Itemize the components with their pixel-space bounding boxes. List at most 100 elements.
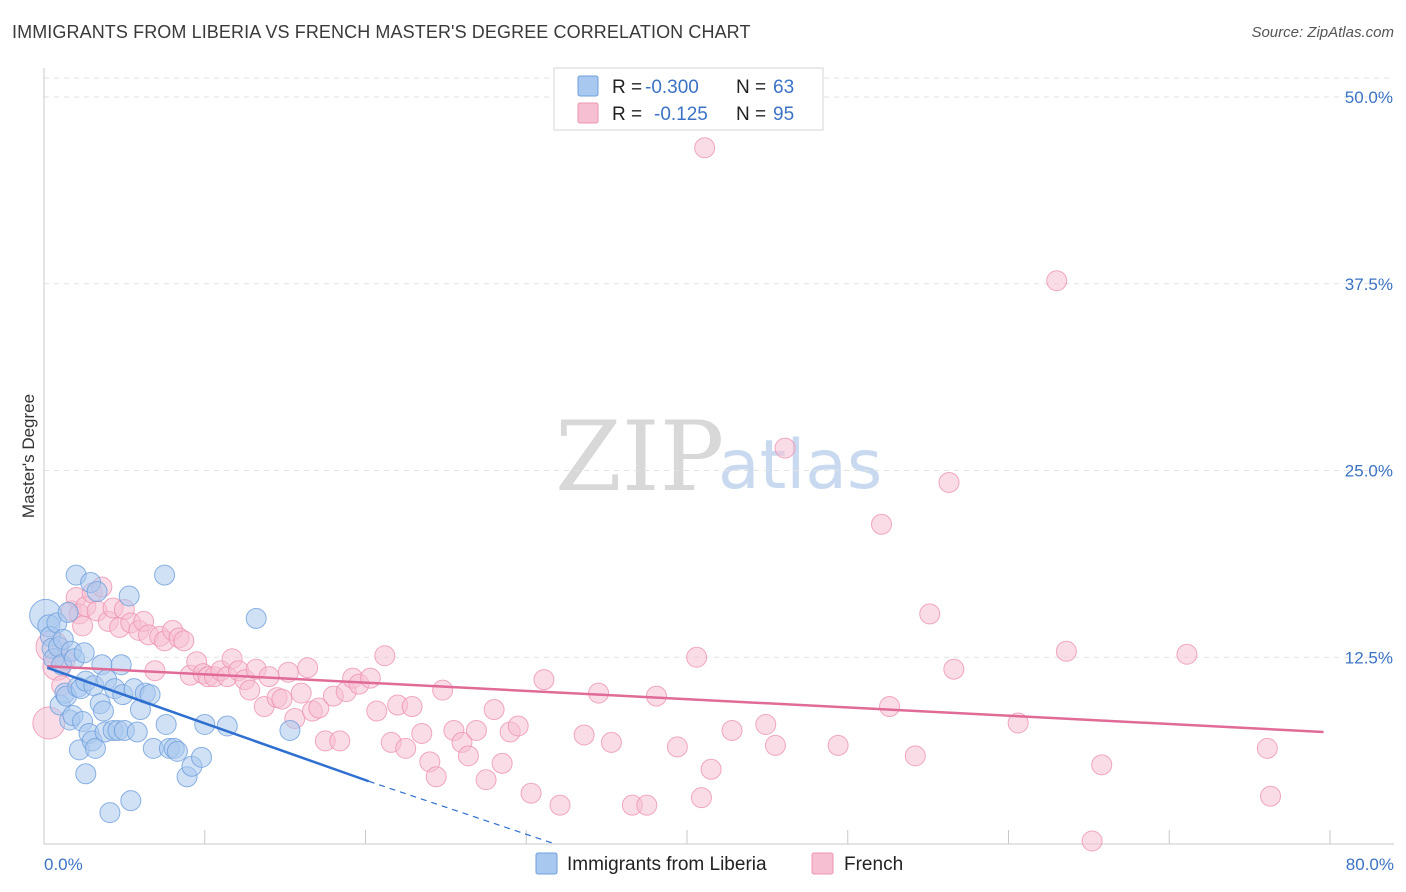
french-point <box>533 669 555 691</box>
french-point <box>755 713 777 735</box>
liberia-point <box>118 585 140 607</box>
y-tick-label: 25.0% <box>1345 462 1393 481</box>
french-point <box>239 679 261 701</box>
french-point <box>1046 270 1068 292</box>
y-tick-label: 12.5% <box>1345 648 1393 667</box>
gridlines <box>44 77 1394 658</box>
french-point <box>694 137 716 159</box>
legend-swatch-french <box>577 102 599 124</box>
french-point <box>366 700 388 722</box>
french-point <box>904 745 926 767</box>
french-point <box>1260 785 1282 807</box>
french-point <box>395 737 417 759</box>
liberia-point <box>126 721 148 743</box>
french-point <box>1081 830 1103 852</box>
french-point <box>432 679 454 701</box>
legend-r-label-french: R = <box>612 104 642 125</box>
french-point <box>1256 737 1278 759</box>
x-tick-label-min: 0.0% <box>44 855 83 874</box>
legend-swatch-liberia <box>577 75 599 97</box>
series-legend-label-liberia: Immigrants from Liberia <box>567 854 767 875</box>
french-trend-line <box>47 664 1324 734</box>
liberia-point <box>57 601 79 623</box>
liberia-points <box>29 564 301 824</box>
french-point <box>690 787 712 809</box>
french-point <box>290 682 312 704</box>
french-point <box>943 658 965 680</box>
legend-n-value-liberia: 63 <box>773 77 794 98</box>
y-axis-title: Master's Degree <box>19 394 38 518</box>
watermark: ZIP atlas <box>555 401 882 513</box>
french-point <box>879 696 901 718</box>
french-point <box>1055 640 1077 662</box>
liberia-point <box>166 740 188 762</box>
liberia-point <box>191 746 213 768</box>
liberia-point <box>155 713 177 735</box>
french-point <box>271 688 293 710</box>
y-tick-labels: 12.5% 25.0% 37.5% 50.0% <box>1345 88 1393 667</box>
liberia-point <box>99 802 121 824</box>
french-point <box>475 769 497 791</box>
french-point <box>425 766 447 788</box>
series-legend-swatch-french <box>811 852 834 875</box>
french-point <box>308 697 330 719</box>
french-point <box>573 724 595 746</box>
french-point <box>329 730 351 752</box>
french-point <box>507 715 529 737</box>
french-point <box>827 734 849 756</box>
french-point <box>1007 712 1029 734</box>
y-tick-label: 50.0% <box>1345 88 1393 107</box>
legend-r-label-liberia: R = <box>612 77 642 98</box>
series-legend: Immigrants from Liberia French <box>535 852 903 875</box>
trend-lines <box>46 664 1324 845</box>
french-point <box>465 719 487 741</box>
legend-r-value-liberia: -0.300 <box>645 77 699 98</box>
french-point <box>919 603 941 625</box>
legend-n-label-liberia: N = <box>736 77 766 98</box>
french-point <box>457 745 479 767</box>
liberia-point <box>84 737 106 759</box>
french-point <box>938 471 960 493</box>
liberia-trend-line <box>46 666 370 783</box>
liberia-point <box>86 581 108 603</box>
french-point <box>700 758 722 780</box>
liberia-point <box>110 654 132 676</box>
french-point <box>549 794 571 816</box>
chart-title: IMMIGRANTS FROM LIBERIA VS FRENCH MASTER… <box>12 22 751 42</box>
watermark-zip: ZIP <box>555 401 724 513</box>
french-point <box>666 736 688 758</box>
legend-r-value-french: -0.125 <box>654 104 708 125</box>
french-point <box>520 782 542 804</box>
x-ticks <box>43 830 1331 844</box>
x-tick-label-max: 80.0% <box>1346 855 1394 874</box>
series-legend-swatch-liberia <box>535 852 558 875</box>
stats-legend: R = -0.300 N = 63 R = -0.125 N = 95 <box>553 67 824 131</box>
y-tick-label: 37.5% <box>1345 275 1393 294</box>
series-legend-label-french: French <box>844 854 903 875</box>
french-point <box>359 667 381 689</box>
stats-legend-box <box>553 67 824 131</box>
french-point <box>600 731 622 753</box>
french-point <box>636 794 658 816</box>
french-point <box>774 437 796 459</box>
liberia-point <box>154 564 176 586</box>
liberia-point <box>279 719 301 741</box>
liberia-point <box>75 763 97 785</box>
french-point <box>764 734 786 756</box>
french-point <box>297 657 319 679</box>
french-point <box>173 630 195 652</box>
french-point <box>871 513 893 535</box>
liberia-point <box>120 790 142 812</box>
french-point <box>491 752 513 774</box>
french-point <box>1176 643 1198 665</box>
liberia-point <box>92 700 114 722</box>
french-point <box>483 699 505 721</box>
watermark-atlas: atlas <box>718 426 882 505</box>
legend-n-label-french: N = <box>736 104 766 125</box>
liberia-point <box>216 715 238 737</box>
french-point <box>374 645 396 667</box>
liberia-point <box>73 642 95 664</box>
legend-n-value-french: 95 <box>773 104 794 125</box>
french-point <box>401 696 423 718</box>
